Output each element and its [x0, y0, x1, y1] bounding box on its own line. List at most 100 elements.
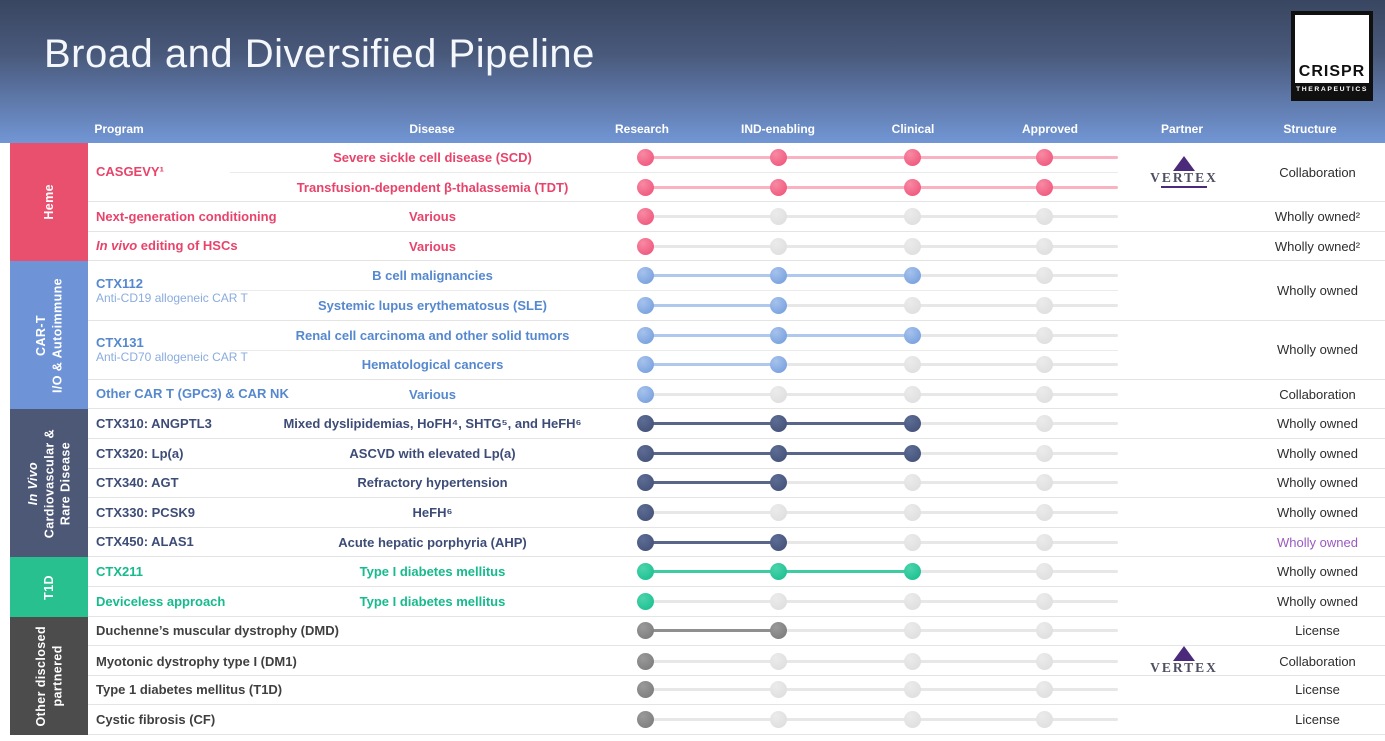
- program-name: CTX112: [96, 275, 143, 291]
- track-segment: [778, 629, 912, 633]
- category-sidebar: Heme CAR-T I/O & Autoimmune In Vivo Card…: [10, 143, 88, 735]
- program-cell: Duchenne’s muscular dystrophy (DMD): [88, 617, 339, 646]
- stage-dot-clinical: [903, 356, 921, 374]
- disease-label: Various: [409, 208, 456, 224]
- program-cell: Other CAR T (GPC3) & CAR NK: [88, 380, 289, 409]
- disease-label: Acute hepatic porphyria (AHP): [338, 534, 527, 550]
- stage-dot-approved: [1035, 533, 1053, 551]
- progress-track: [635, 143, 1118, 172]
- structure-label: Wholly owned²: [1274, 238, 1361, 254]
- stage-dot-clinical: [903, 267, 921, 285]
- progress-track: [635, 232, 1118, 261]
- track-segment: [912, 274, 1044, 278]
- stage-dot-research: [636, 207, 654, 225]
- program-cell: CTX131 Anti-CD70 allogeneic CAR T: [88, 321, 248, 379]
- track-segment: [1044, 688, 1118, 692]
- partner-cell: [1118, 321, 1250, 379]
- stage-dot-clinical: [903, 622, 921, 640]
- stage-dot-research: [636, 622, 654, 640]
- track-segment: [778, 156, 912, 160]
- track-segment: [912, 540, 1044, 544]
- track-segment: [912, 718, 1044, 722]
- track-segment: [912, 392, 1044, 396]
- track-segment: [778, 422, 912, 426]
- track-segment: [645, 688, 778, 692]
- partner-cell: [1118, 380, 1250, 409]
- stage-dot-approved: [1035, 653, 1053, 671]
- stage-dot-research: [636, 297, 654, 315]
- stage-dot-approved: [1035, 474, 1053, 492]
- stage-dot-clinical: [903, 681, 921, 699]
- track-segment: [645, 333, 778, 337]
- progress-track: [635, 469, 1118, 498]
- stage-dot-approved: [1035, 681, 1053, 699]
- table-row-ctx450: CTX450: ALAS1 Acute hepatic porphyria (A…: [88, 527, 1385, 558]
- track-segment: [912, 451, 1044, 455]
- program-cell: Deviceless approach: [88, 587, 230, 616]
- partner-cell: [1118, 261, 1250, 319]
- track-segment: [1044, 185, 1118, 189]
- sidebar-section-invivo: In Vivo Cardiovascular & Rare Disease: [10, 409, 88, 558]
- stage-dot-research: [636, 178, 654, 196]
- pipeline-table: Heme CAR-T I/O & Autoimmune In Vivo Card…: [10, 143, 1385, 735]
- stage-dot-approved: [1035, 356, 1053, 374]
- disease-label: HeFH⁶: [412, 504, 453, 520]
- stage-dot-approved: [1035, 297, 1053, 315]
- stage-dot-research: [636, 563, 654, 581]
- program-cell: Myotonic dystrophy type I (DM1): [88, 646, 297, 678]
- stage-dot-ind-enabling: [769, 356, 787, 374]
- program-name: CTX211: [96, 563, 143, 579]
- track-segment: [645, 510, 778, 514]
- program-cell: CTX310: ANGPTL3: [88, 409, 230, 438]
- stage-dot-research: [636, 711, 654, 729]
- track-segment: [1044, 333, 1118, 337]
- pipeline-rows: CASGEVY¹ Severe sickle cell disease (SCD…: [88, 143, 1385, 735]
- stage-dot-ind-enabling: [769, 503, 787, 521]
- track-segment: [1044, 363, 1118, 367]
- track-segment: [645, 156, 778, 160]
- structure-label: Wholly owned: [1277, 564, 1358, 580]
- partner-cell: [1118, 528, 1250, 557]
- vertex-underline: [1160, 185, 1207, 188]
- track-segment: [778, 570, 912, 574]
- stage-dot-clinical: [903, 149, 921, 167]
- table-row-invivo-hsc-editing: In vivo editing of HSCs Various Wholly o…: [88, 231, 1385, 262]
- stage-dot-research: [636, 533, 654, 551]
- program-name: Other CAR T (GPC3) & CAR NK: [96, 386, 289, 402]
- progress-track: [635, 290, 1118, 319]
- stage-dot-approved: [1035, 622, 1053, 640]
- progress-track: [635, 528, 1118, 557]
- stage-dot-ind-enabling: [769, 563, 787, 581]
- track-segment: [912, 156, 1044, 160]
- track-segment: [645, 185, 778, 189]
- progress-track: [635, 617, 1118, 646]
- track-segment: [778, 304, 912, 308]
- track-segment: [1044, 718, 1118, 722]
- structure-label: License: [1295, 623, 1340, 639]
- track-segment: [778, 599, 912, 603]
- track-segment: [778, 363, 912, 367]
- progress-track: [635, 498, 1118, 527]
- stage-dot-ind-enabling: [769, 415, 787, 433]
- sidebar-section-heme: Heme: [10, 143, 88, 262]
- track-segment: [778, 718, 912, 722]
- program-name: CTX340: AGT: [96, 475, 179, 491]
- track-segment: [912, 333, 1044, 337]
- track-segment: [778, 392, 912, 396]
- program-subtitle: Anti-CD19 allogeneic CAR T: [96, 291, 248, 306]
- track-segment: [912, 629, 1044, 633]
- track-segment: [645, 392, 778, 396]
- table-row-ctx320: CTX320: Lp(a) ASCVD with elevated Lp(a) …: [88, 438, 1385, 469]
- track-segment: [778, 274, 912, 278]
- structure-label: Wholly owned: [1277, 416, 1358, 432]
- page-title: Broad and Diversified Pipeline: [44, 32, 595, 76]
- track-segment: [1044, 660, 1118, 664]
- sidebar-section-t1d: T1D: [10, 557, 88, 617]
- stage-dot-clinical: [903, 297, 921, 315]
- program-name: Deviceless approach: [96, 593, 226, 609]
- disease-label: [230, 646, 635, 678]
- track-segment: [778, 481, 912, 485]
- progress-track: [635, 439, 1118, 468]
- track-segment: [778, 540, 912, 544]
